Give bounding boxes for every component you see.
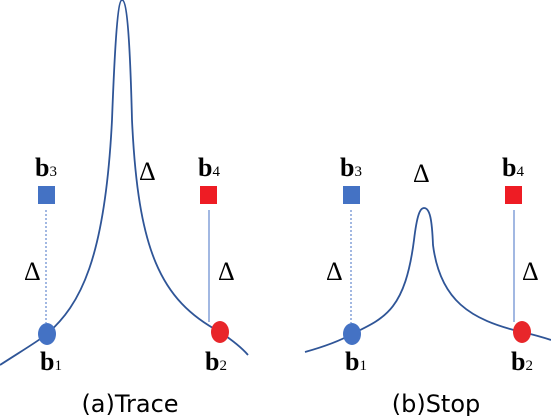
subscript: 2 [525, 358, 533, 374]
node-label: b1 [40, 347, 62, 376]
panel-stop: b3 b4 b1 b2 Δ Δ Δ (b)Stop [304, 153, 551, 416]
label-letter: b [345, 347, 359, 376]
circle-node [38, 323, 56, 345]
circle-node [211, 321, 229, 343]
square-node [505, 186, 522, 204]
subscript: 3 [49, 164, 57, 180]
circle-node [343, 323, 361, 345]
label-letter: b [198, 153, 212, 182]
label-letter: b [40, 347, 54, 376]
panel-trace: b3 b4 b1 b2 Δ Δ Δ (a)Trace [0, 0, 249, 416]
label-letter: b [35, 153, 49, 182]
caption: (b)Stop [392, 390, 481, 416]
node-label: b2 [511, 347, 533, 376]
curve [0, 0, 249, 366]
node-label: b3 [340, 153, 362, 182]
subscript: 4 [212, 164, 220, 180]
subscript: 1 [54, 358, 62, 374]
delta: Δ [24, 257, 41, 286]
label-letter: b [340, 153, 354, 182]
square-node [200, 186, 217, 204]
node-label: b2 [205, 347, 227, 376]
caption: (a)Trace [81, 390, 178, 416]
node-label: b4 [198, 153, 220, 182]
node-label: b1 [345, 347, 367, 376]
subscript: 2 [219, 358, 227, 374]
subscript: 1 [359, 358, 367, 374]
delta: Δ [139, 157, 156, 186]
node-label: b4 [502, 153, 524, 182]
label-letter: b [502, 153, 516, 182]
node-label: b3 [35, 153, 57, 182]
delta: Δ [522, 257, 539, 286]
delta: Δ [413, 159, 430, 188]
subscript: 4 [516, 164, 524, 180]
subscript: 3 [354, 164, 362, 180]
delta: Δ [218, 257, 235, 286]
label-letter: b [511, 347, 525, 376]
circle-node [513, 321, 531, 343]
square-node [343, 186, 360, 204]
label-letter: b [205, 347, 219, 376]
delta: Δ [326, 257, 343, 286]
square-node [38, 186, 55, 204]
